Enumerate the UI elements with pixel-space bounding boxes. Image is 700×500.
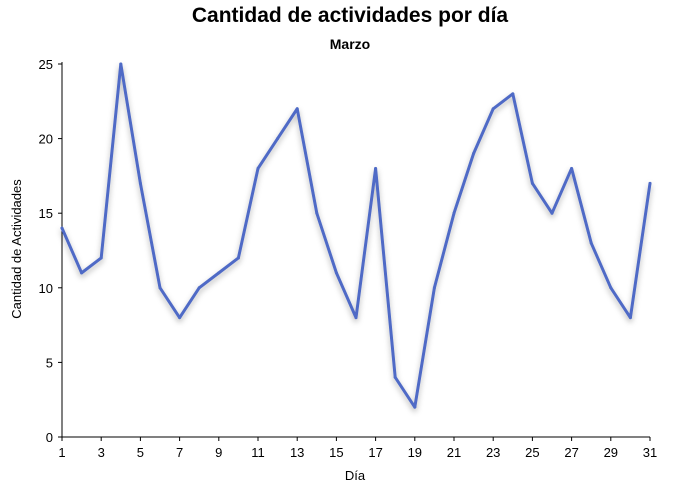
data-point	[452, 211, 456, 215]
x-tick-label: 5	[137, 445, 144, 460]
chart-title: Cantidad de actividades por día	[191, 4, 509, 27]
data-point	[472, 152, 476, 156]
x-tick-label: 29	[604, 445, 618, 460]
x-tick-label: 21	[447, 445, 461, 460]
data-point	[432, 286, 436, 290]
x-tick-label: 17	[368, 445, 382, 460]
data-point	[628, 316, 632, 320]
data-point	[60, 226, 64, 230]
y-tick-label: 5	[46, 355, 53, 370]
x-tick-label: 25	[525, 445, 539, 460]
x-tick-label: 9	[215, 445, 222, 460]
data-point	[256, 166, 260, 170]
x-tick-label: 23	[486, 445, 500, 460]
data-point	[217, 271, 221, 275]
x-tick-label: 7	[176, 445, 183, 460]
data-point	[491, 107, 495, 111]
data-point	[119, 62, 123, 66]
data-point	[550, 211, 554, 215]
x-tick-label: 19	[408, 445, 422, 460]
y-tick-label: 15	[39, 206, 53, 221]
data-point	[138, 181, 142, 185]
data-point	[178, 316, 182, 320]
x-tick-label: 13	[290, 445, 304, 460]
y-tick-label: 20	[39, 132, 53, 147]
y-tick-label: 10	[39, 281, 53, 296]
data-point	[295, 107, 299, 111]
series-line	[60, 62, 652, 409]
data-point	[354, 316, 358, 320]
data-point	[197, 286, 201, 290]
data-point	[80, 271, 84, 275]
data-point	[511, 92, 515, 96]
data-point	[609, 286, 613, 290]
data-point	[413, 405, 417, 409]
y-axis-label: Cantidad de Actividades	[9, 179, 24, 319]
data-point	[589, 241, 593, 245]
x-tick-label: 1	[58, 445, 65, 460]
x-tick-label: 11	[251, 445, 265, 460]
data-point	[393, 375, 397, 379]
data-point	[570, 166, 574, 170]
data-point	[530, 181, 534, 185]
data-point	[99, 256, 103, 260]
x-axis-label: Día	[345, 468, 366, 483]
data-point	[276, 137, 280, 141]
data-point	[648, 181, 652, 185]
x-tick-label: 3	[98, 445, 105, 460]
x-tick-label: 27	[564, 445, 578, 460]
data-point	[236, 256, 240, 260]
data-point	[158, 286, 162, 290]
x-tick-label: 31	[643, 445, 657, 460]
x-tick-label: 15	[329, 445, 343, 460]
chart-subtitle: Marzo	[329, 36, 371, 52]
y-tick-label: 0	[46, 430, 53, 445]
data-point	[315, 211, 319, 215]
data-point	[374, 166, 378, 170]
y-tick-label: 25	[39, 57, 53, 72]
data-point	[334, 271, 338, 275]
